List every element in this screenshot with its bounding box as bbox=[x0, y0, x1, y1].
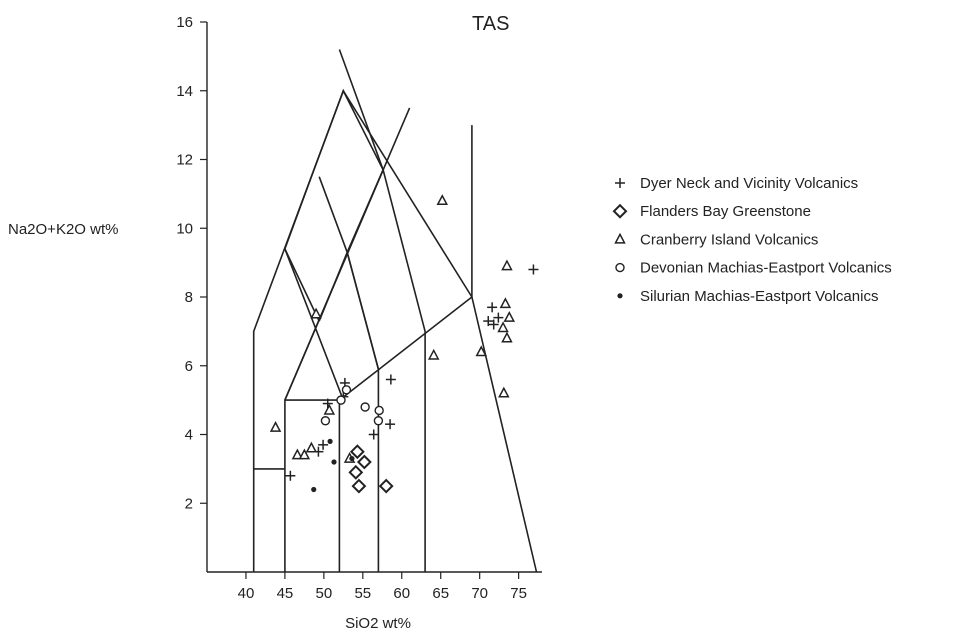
x-tick-label: 75 bbox=[510, 585, 527, 602]
data-point-diamond bbox=[351, 478, 367, 494]
y-tick-label: 14 bbox=[176, 83, 193, 100]
data-point-triangle bbox=[499, 297, 512, 309]
data-point-triangle bbox=[436, 194, 449, 205]
data-point-diamond bbox=[378, 478, 394, 494]
data-point-plus bbox=[368, 429, 379, 440]
axes: 40 45 50 55 60 65 70 75 2 4 6 8 10 12 14 16 bbox=[176, 14, 542, 602]
x-tick-label: 55 bbox=[354, 585, 371, 602]
legend-label: Devonian Machias-Eastport Volcanics bbox=[640, 260, 892, 277]
x-tick-label: 60 bbox=[393, 585, 410, 602]
legend-item: Dyer Neck and Vicinity Volcanics bbox=[615, 175, 858, 192]
data-point-plus bbox=[385, 374, 396, 385]
x-tick-label: 50 bbox=[316, 585, 333, 602]
data-point-circle bbox=[320, 416, 331, 426]
y-tick-label: 6 bbox=[185, 358, 193, 375]
data-point-circle bbox=[374, 405, 384, 416]
data-point-triangle bbox=[427, 348, 440, 360]
field-boundary-line bbox=[284, 88, 426, 332]
legend-label: Cranberry Island Volcanics bbox=[640, 231, 818, 248]
data-point-plus bbox=[483, 316, 494, 327]
y-tick-label: 10 bbox=[176, 220, 193, 237]
data-point-circle bbox=[373, 416, 384, 426]
classification-fields bbox=[252, 49, 538, 573]
data-point-triangle bbox=[323, 403, 336, 415]
legend-item: Devonian Machias-Eastport Volcanics bbox=[615, 260, 892, 277]
data-point-triangle bbox=[305, 441, 318, 453]
y-tick-label: 8 bbox=[185, 289, 193, 306]
data-point-dot bbox=[617, 293, 623, 299]
data-point-plus bbox=[285, 470, 296, 481]
field-boundary-line bbox=[252, 88, 538, 573]
y-tick-label: 4 bbox=[185, 427, 193, 444]
data-point-triangle bbox=[501, 259, 513, 271]
data-point-plus bbox=[488, 319, 499, 330]
data-point-diamond bbox=[348, 464, 364, 480]
legend: Dyer Neck and Vicinity Volcanics Flanders… bbox=[612, 175, 892, 305]
data-point-dot bbox=[327, 438, 333, 444]
x-tick-label: 45 bbox=[277, 585, 294, 602]
data-point-circle bbox=[615, 262, 625, 273]
data-point-triangle bbox=[503, 311, 516, 322]
field-boundary-line bbox=[338, 49, 384, 171]
y-tick-label: 16 bbox=[176, 14, 193, 31]
legend-item: Cranberry Island Volcanics bbox=[614, 231, 818, 248]
legend-item: Silurian Machias-Eastport Volcanics bbox=[617, 288, 878, 305]
data-point-diamond bbox=[349, 444, 365, 460]
data-point-triangle bbox=[310, 307, 322, 319]
x-tick-label: 40 bbox=[238, 585, 255, 602]
x-tick-label: 70 bbox=[471, 585, 488, 602]
data-point-triangle bbox=[298, 448, 311, 460]
field-boundary-line bbox=[284, 248, 345, 401]
y-tick-label: 12 bbox=[176, 152, 193, 169]
field-boundary-line bbox=[284, 125, 473, 401]
field-boundary-line bbox=[346, 252, 380, 370]
data-point-plus bbox=[318, 439, 329, 450]
field-boundary-line bbox=[318, 176, 380, 572]
data-point-dot bbox=[349, 455, 355, 462]
field-boundary-line bbox=[284, 169, 384, 401]
data-points bbox=[269, 194, 539, 494]
data-point-triangle bbox=[269, 421, 282, 432]
field-boundary-line bbox=[284, 107, 411, 572]
data-point-circle bbox=[360, 402, 370, 412]
data-point-circle bbox=[336, 395, 346, 405]
x-tick-label: 65 bbox=[432, 585, 449, 602]
data-point-diamond bbox=[356, 454, 372, 470]
x-ticks: 40 45 50 55 60 65 70 75 bbox=[238, 572, 527, 602]
legend-label: Dyer Neck and Vicinity Volcanics bbox=[640, 175, 858, 192]
data-point-dot bbox=[311, 486, 317, 493]
legend-label: Flanders Bay Greenstone bbox=[640, 203, 811, 220]
data-point-diamond bbox=[612, 203, 628, 219]
y-ticks: 2 4 6 8 10 12 14 16 bbox=[176, 14, 207, 512]
legend-label: Silurian Machias-Eastport Volcanics bbox=[640, 288, 878, 305]
data-point-circle bbox=[341, 385, 352, 395]
legend-item: Flanders Bay Greenstone bbox=[612, 203, 811, 220]
x-axis-title: SiO2 wt% bbox=[345, 615, 411, 632]
data-point-triangle bbox=[291, 448, 304, 460]
data-point-triangle bbox=[614, 232, 626, 244]
data-point-triangle bbox=[501, 331, 513, 343]
data-point-plus bbox=[385, 419, 396, 430]
data-point-dot bbox=[331, 459, 337, 465]
data-point-triangle bbox=[475, 345, 487, 357]
data-point-plus bbox=[487, 302, 498, 313]
data-point-triangle bbox=[498, 386, 510, 398]
data-point-plus bbox=[615, 178, 625, 188]
data-point-plus bbox=[493, 312, 504, 323]
y-tick-label: 2 bbox=[185, 495, 193, 512]
y-axis-title: Na2O+K2O wt% bbox=[8, 221, 118, 238]
data-point-plus bbox=[528, 264, 539, 275]
data-point-triangle bbox=[497, 321, 509, 333]
chart-title: TAS bbox=[472, 13, 509, 35]
